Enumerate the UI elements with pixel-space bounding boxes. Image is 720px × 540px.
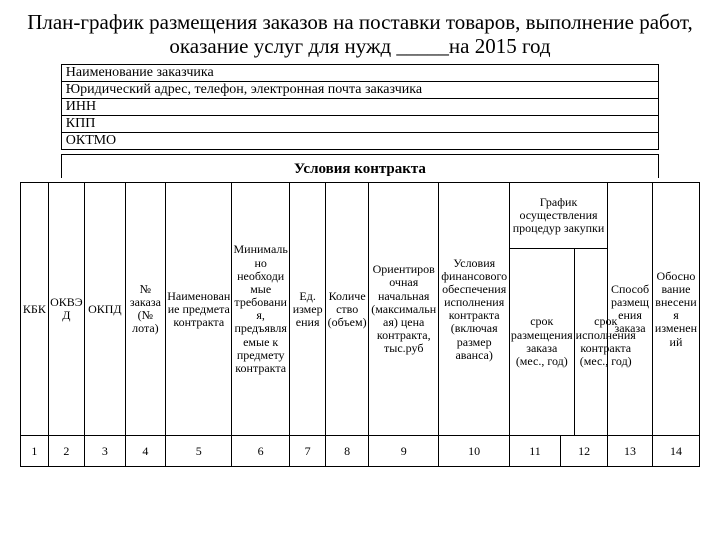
col-number: 14	[652, 436, 699, 467]
info-row: ИНН	[61, 99, 658, 116]
col-header: Условия финансового обеспечения исполнен…	[439, 183, 509, 436]
section-title: Условия контракта	[98, 161, 623, 178]
col-header: ОКПД	[85, 183, 126, 436]
info-row: Наименование заказчика	[61, 65, 658, 82]
col-header: Наименование предмета контракта	[166, 183, 232, 436]
main-table: КБКОКВЭДОКПД№ заказа (№ лота)Наименовани…	[20, 182, 700, 467]
col-header: Минимально необходимые требования, предъ…	[232, 183, 290, 436]
info-row: КПП	[61, 116, 658, 133]
col-header: ОКВЭД	[48, 183, 84, 436]
col-number: 1	[21, 436, 49, 467]
col-number: 13	[608, 436, 653, 467]
col-header: Количество (объем)	[326, 183, 369, 436]
col-header: Ориентировочная начальная (максимальная)…	[369, 183, 439, 436]
col-number: 8	[326, 436, 369, 467]
info-table: Наименование заказчикаЮридический адрес,…	[61, 64, 659, 150]
col-header: Обоснование внесения изменений	[652, 183, 699, 436]
col-header-group: График осуществления процедур закупкисро…	[509, 183, 607, 436]
col-header: № заказа (№ лота)	[125, 183, 166, 436]
col-number: 2	[48, 436, 84, 467]
col-number: 3	[85, 436, 126, 467]
col-number: 4	[125, 436, 166, 467]
col-header: КБК	[21, 183, 49, 436]
page-title: План-график размещения заказов на постав…	[20, 10, 700, 58]
col-number: 7	[290, 436, 326, 467]
col-number: 9	[369, 436, 439, 467]
col-number: 5	[166, 436, 232, 467]
col-number: 11	[509, 436, 560, 467]
info-row: Юридический адрес, телефон, электронная …	[61, 82, 658, 99]
info-row: ОКТМО	[61, 133, 658, 150]
col-header: Ед. измерения	[290, 183, 326, 436]
col-number: 6	[232, 436, 290, 467]
col-number: 12	[561, 436, 608, 467]
col-number: 10	[439, 436, 509, 467]
